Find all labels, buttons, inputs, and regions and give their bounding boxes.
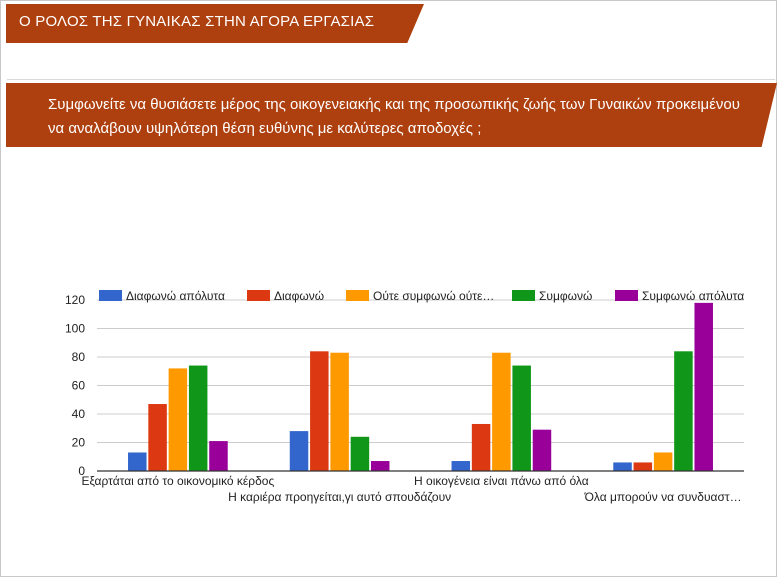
y-tick-label: 0 xyxy=(78,464,85,478)
question-text: Συμφωνείτε να θυσιάσετε μέρος της οικογε… xyxy=(48,96,740,137)
divider xyxy=(7,79,775,80)
section-title: Ο ΡΟΛΟΣ ΤΗΣ ΓΥΝΑΙΚΑΣ ΣΤΗΝ ΑΓΟΡΑ ΕΡΓΑΣΙΑΣ xyxy=(19,13,375,30)
question-banner: Συμφωνείτε να θυσιάσετε μέρος της οικογε… xyxy=(6,83,777,147)
bar[interactable] xyxy=(512,365,531,471)
bar[interactable] xyxy=(471,423,491,471)
bar[interactable] xyxy=(451,461,471,471)
bar-chart: 0 20 40 60 80 100 120 Εξαρτάται από το οικονομι… xyxy=(65,289,744,504)
bar[interactable] xyxy=(310,351,329,471)
bar[interactable] xyxy=(674,351,693,471)
legend-swatch xyxy=(346,290,369,301)
legend-swatch xyxy=(99,290,122,301)
x-tick-label: Η οικογένεια είναι πάνω από όλα xyxy=(414,474,589,488)
bar[interactable] xyxy=(532,429,552,471)
bar[interactable] xyxy=(350,436,370,471)
legend-swatch xyxy=(615,290,638,301)
bar[interactable] xyxy=(613,462,632,471)
bar[interactable] xyxy=(128,452,147,471)
legend-label: Ούτε συμφωνώ ούτε… xyxy=(373,289,494,303)
y-tick-label: 40 xyxy=(72,407,86,421)
bar[interactable] xyxy=(148,404,167,471)
bar[interactable] xyxy=(168,368,188,471)
bar[interactable] xyxy=(370,461,390,471)
x-tick-label: Όλα μπορούν να συνδυαστ… xyxy=(584,490,742,504)
bar[interactable] xyxy=(653,452,673,471)
x-tick-label: Η καριέρα προηγείται,γι αυτό σπουδάζουν xyxy=(228,490,451,504)
legend-label: Διαφωνώ xyxy=(274,289,324,303)
y-tick-label: 60 xyxy=(72,379,86,393)
section-title-banner: Ο ΡΟΛΟΣ ΤΗΣ ΓΥΝΑΙΚΑΣ ΣΤΗΝ ΑΓΟΡΑ ΕΡΓΑΣΙΑΣ xyxy=(6,4,424,43)
legend-label: Συμφωνώ xyxy=(539,289,592,303)
y-tick-label: 20 xyxy=(72,436,86,450)
bar[interactable] xyxy=(633,462,653,471)
bar[interactable] xyxy=(492,352,511,471)
y-tick-label: 120 xyxy=(65,293,85,307)
bar[interactable] xyxy=(209,441,228,471)
bar[interactable] xyxy=(188,365,208,471)
y-tick-label: 80 xyxy=(72,350,86,364)
bar[interactable] xyxy=(330,352,349,471)
legend-label: Συμφωνώ απόλυτα xyxy=(642,289,744,303)
legend-label: Διαφωνώ απόλυτα xyxy=(126,289,225,303)
x-tick-label: Εξαρτάται από το οικονομικό κέρδος xyxy=(81,474,274,488)
bar[interactable] xyxy=(289,431,309,471)
y-tick-label: 100 xyxy=(65,322,85,336)
legend-swatch xyxy=(247,290,270,301)
legend-swatch xyxy=(512,290,535,301)
bar[interactable] xyxy=(694,302,713,471)
